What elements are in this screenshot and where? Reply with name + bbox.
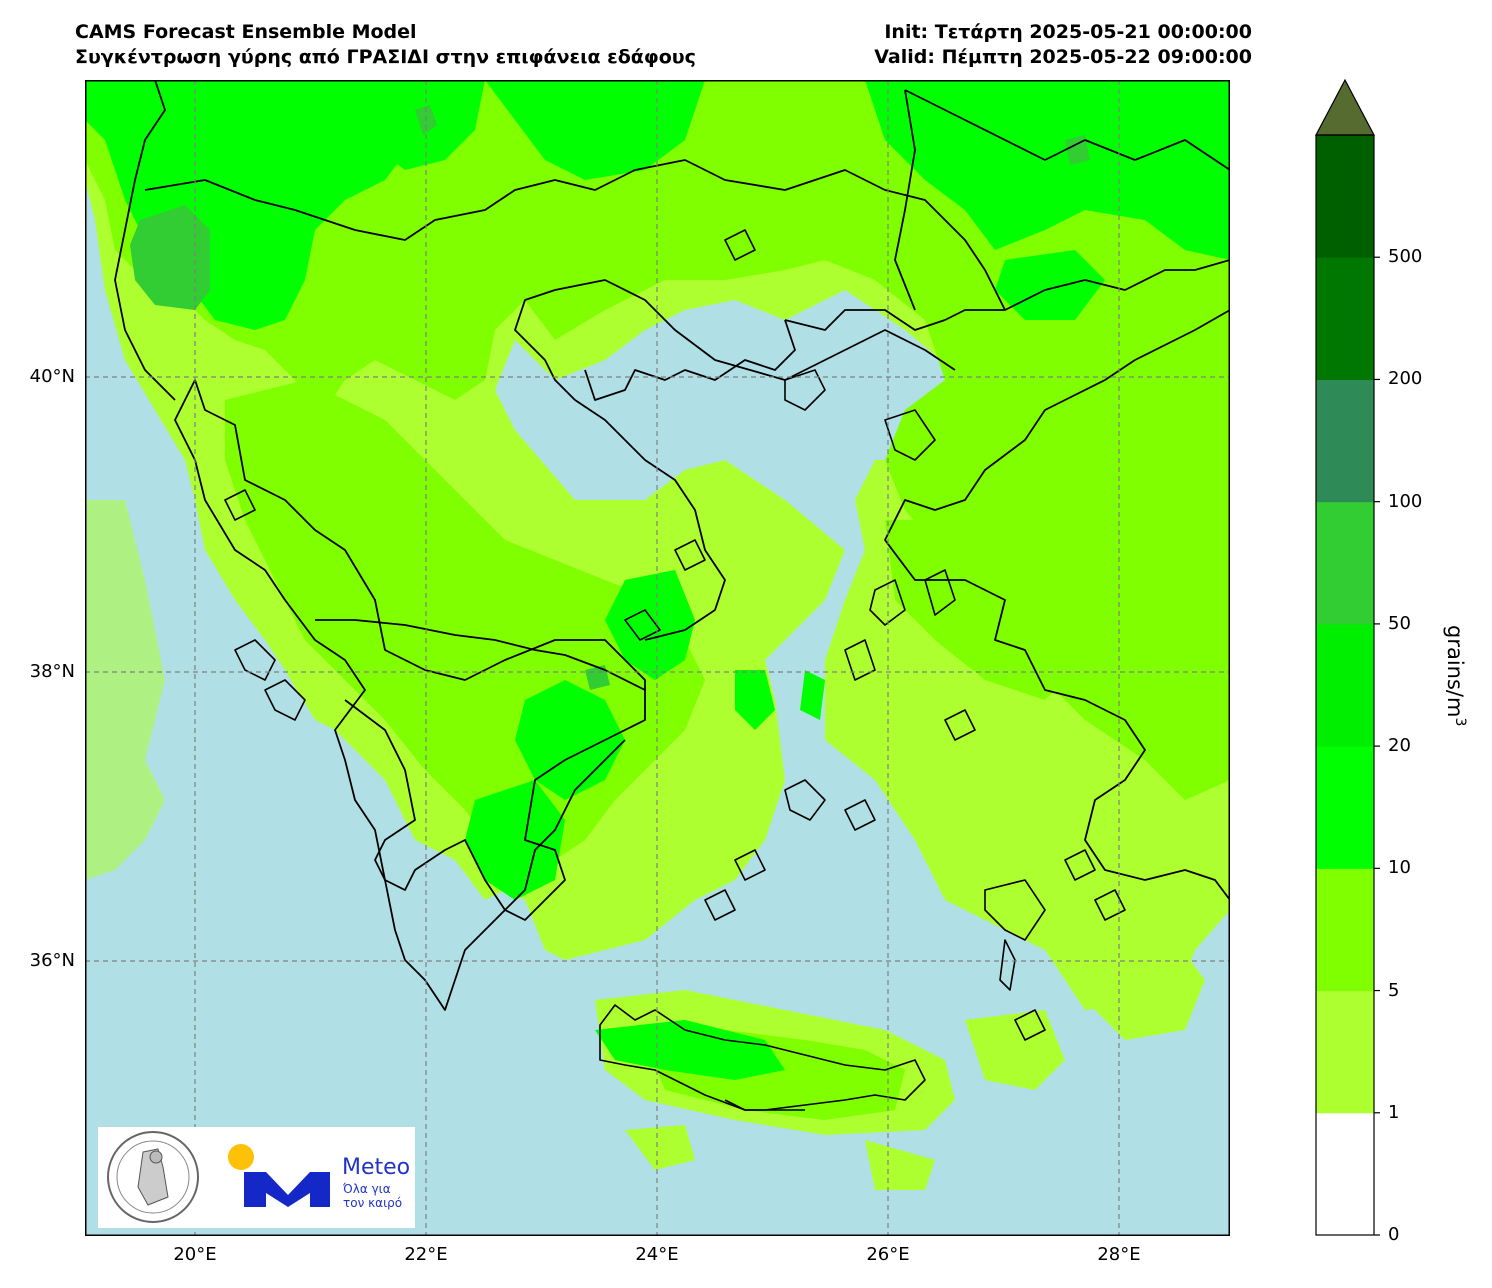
meteo-tagline-line1: Όλα για	[343, 1182, 391, 1196]
colorbar-title: grains/m3	[1443, 625, 1468, 726]
colorbar-tick-label: 500	[1388, 246, 1423, 268]
coastlines	[114, 80, 1230, 1011]
colorbar-tick-label: 200	[1388, 368, 1423, 390]
colorbar-tick-label: 50	[1388, 612, 1411, 634]
model-title: CAMS Forecast Ensemble Model	[75, 21, 417, 43]
map-title-block: CAMS Forecast Ensemble Model Συγκέντρωση…	[75, 20, 696, 70]
lon-label-22: 22°E	[404, 1244, 448, 1265]
colorbar-band	[1316, 1112, 1374, 1236]
lon-label-24: 24°E	[635, 1244, 679, 1265]
pollen-map	[85, 80, 1230, 1236]
logos-svg	[107, 1131, 330, 1223]
init-time: Init: Τετάρτη 2025-05-21 00:00:00	[884, 21, 1252, 43]
colorbar-tick-label: 0	[1388, 1224, 1400, 1245]
colorbar-tick-label: 20	[1388, 735, 1411, 757]
colorbar-band	[1316, 501, 1374, 625]
meteo-logo-icon	[228, 1144, 330, 1207]
lat-label-40: 40°N	[29, 366, 75, 387]
pollen-level-10-20	[85, 80, 1230, 1080]
colorbar-band	[1316, 746, 1374, 869]
lon-label-26: 26°E	[866, 1244, 910, 1265]
meteo-brand-text: Meteo	[342, 1155, 411, 1180]
colorbar-band	[1316, 379, 1374, 503]
colorbar-tick-label: 10	[1388, 857, 1411, 879]
observatory-seal-icon	[107, 1131, 199, 1223]
colorbar-unit-exp: 3	[1452, 717, 1468, 727]
colorbar-extend-triangle	[1315, 78, 1375, 136]
colorbar-tick-label: 5	[1388, 979, 1400, 1001]
map-border	[85, 80, 1230, 1236]
colorbar-band	[1316, 623, 1374, 747]
logo-panel	[98, 1127, 415, 1228]
islands	[224, 229, 1126, 1111]
colorbar-band	[1316, 135, 1374, 258]
colorbar-band	[1316, 990, 1374, 1114]
lat-label-38: 38°N	[29, 661, 75, 682]
valid-time: Valid: Πέμπτη 2025-05-22 09:00:00	[874, 46, 1252, 68]
colorbar-tick-label: 1	[1388, 1101, 1400, 1123]
lon-label-28: 28°E	[1097, 1244, 1141, 1265]
colorbar-unit: grains/m	[1443, 625, 1467, 718]
colorbar-tick-label: 100	[1388, 490, 1423, 512]
meteo-tagline: Όλα για τον καιρό	[343, 1182, 402, 1210]
colorbar-ticks	[1374, 256, 1380, 1236]
meteo-tagline-line2: τον καιρό	[343, 1196, 403, 1210]
colorbar-band	[1316, 257, 1374, 380]
graticule	[85, 80, 1230, 1236]
forecast-times: Init: Τετάρτη 2025-05-21 00:00:00 Valid:…	[838, 20, 1252, 70]
map-subtitle: Συγκέντρωση γύρης από ΓΡΑΣΙΔΙ στην επιφά…	[75, 46, 696, 68]
colorbar-bands	[1316, 135, 1374, 1236]
lat-label-36: 36°N	[29, 950, 75, 971]
crete-outline	[599, 1004, 926, 1111]
colorbar-border	[1315, 134, 1375, 1236]
colorbar-band	[1316, 868, 1374, 992]
lon-label-20: 20°E	[173, 1244, 217, 1265]
colorbar	[1315, 78, 1380, 1236]
